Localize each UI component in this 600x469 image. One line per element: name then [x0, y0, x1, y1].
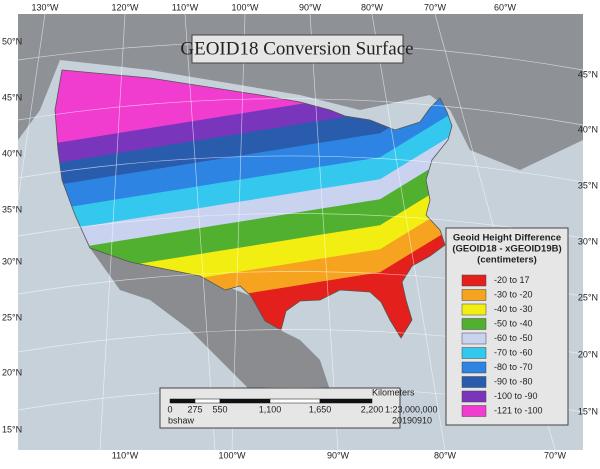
lon-label: 60°W: [494, 2, 517, 12]
lat-label: 50°N: [2, 36, 22, 46]
legend-swatch: [461, 303, 487, 316]
legend-swatch: [461, 289, 487, 301]
lat-label: 20°N: [578, 349, 598, 359]
legend-title: (centimeters): [477, 255, 537, 266]
map-title: GEOID18 Conversion Surface: [180, 38, 413, 59]
scale-tick: 1,100: [259, 404, 282, 414]
lat-label: 40°N: [2, 148, 22, 158]
legend-label: -90 to -80: [494, 376, 533, 386]
lon-label: 90°W: [299, 2, 322, 12]
scale-tick: 550: [212, 404, 227, 414]
legend-swatch: [461, 390, 487, 403]
lat-label: 45°N: [578, 69, 598, 79]
band: [55, 70, 452, 152]
title-box: [191, 34, 404, 64]
lon-label: 100°W: [218, 450, 246, 460]
lat-label: 25°N: [578, 292, 598, 302]
legend-swatch: [461, 376, 487, 388]
scale-segment: [219, 398, 271, 404]
scale-tick: 2,200: [361, 404, 384, 414]
canada: [18, 14, 583, 170]
lon-label: 90°W: [327, 450, 350, 460]
lat-label: 15°N: [578, 406, 598, 416]
scale-tick: 1,650: [309, 404, 332, 414]
lon-label: 120°W: [111, 2, 139, 12]
lon-label: 130°W: [31, 2, 59, 12]
scale-box: [159, 387, 401, 429]
lat-label: 25°N: [2, 312, 22, 322]
legend-label: -80 to -70: [494, 362, 533, 372]
lon-label: 70°W: [544, 450, 567, 460]
scale-ratio: 1:23,000,000: [385, 404, 438, 414]
legend-label: -30 to -20: [494, 289, 533, 299]
legend-title: (GEOID18 - xGEOID19B): [452, 244, 561, 255]
legend-label: -50 to -40: [494, 318, 533, 328]
lat-label: 15°N: [2, 424, 22, 434]
scale-segment: [319, 398, 373, 404]
legend-swatch: [461, 332, 487, 345]
legend-label: -70 to -60: [494, 347, 533, 357]
legend-label: -40 to -30: [494, 304, 533, 314]
lon-label: 70°W: [424, 2, 447, 12]
lon-label: 100°W: [231, 2, 259, 12]
legend-swatch: [461, 274, 487, 287]
legend-swatch: [461, 347, 487, 359]
author: bshaw: [168, 415, 195, 425]
legend-label: -100 to -90: [494, 391, 538, 401]
legend-title: Geoid Height Difference: [453, 233, 561, 244]
lat-label: 30°N: [578, 236, 598, 246]
legend-label: -121 to -100: [494, 405, 543, 415]
scale-segment: [269, 398, 321, 404]
date: 20190910: [392, 415, 432, 425]
lon-label: 80°W: [361, 2, 384, 12]
scale-segment: [169, 398, 196, 404]
lat-label: 20°N: [2, 367, 22, 377]
lon-label: 80°W: [434, 450, 457, 460]
mexico: [90, 248, 330, 410]
legend-swatch: [461, 361, 487, 374]
lon-label: 110°W: [112, 450, 139, 460]
scale-segment: [194, 398, 221, 404]
lat-label: 35°N: [578, 180, 598, 190]
legend-swatch: [461, 318, 487, 330]
lat-label: 30°N: [2, 256, 22, 266]
lat-label: 35°N: [2, 204, 22, 214]
legend-swatch: [461, 405, 487, 417]
scale-tick: 275: [187, 404, 202, 414]
legend-label: -60 to -50: [494, 333, 533, 343]
scale-unit: Kilometers: [372, 387, 415, 397]
scale-tick: 0: [167, 404, 172, 414]
legend-label: -20 to 17: [494, 275, 530, 285]
lat-label: 45°N: [2, 92, 22, 102]
lat-label: 40°N: [578, 124, 598, 134]
lon-label: 110°W: [172, 2, 199, 12]
